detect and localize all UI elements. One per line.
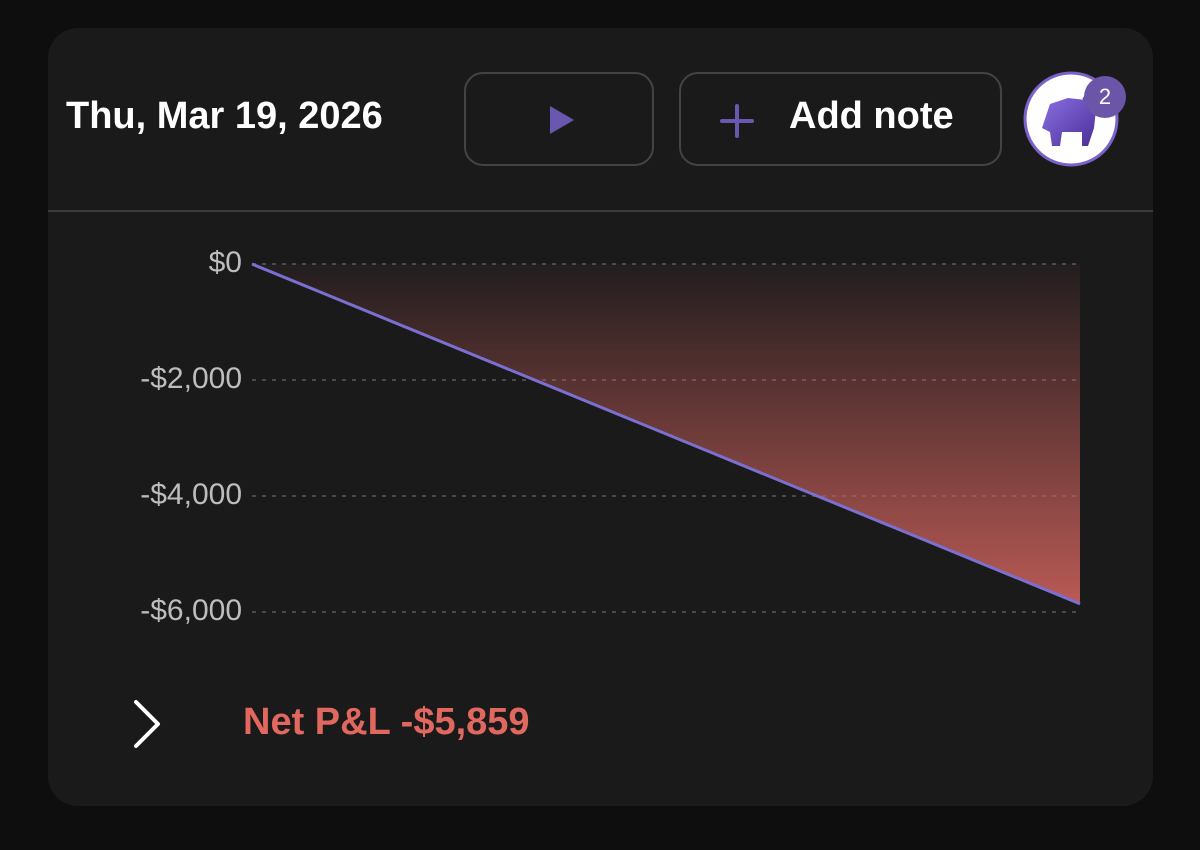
y-tick-label: -$6,000: [140, 594, 242, 627]
badge: [1084, 76, 1126, 118]
date: Thu, Mar 19, 2026: [66, 95, 383, 137]
y-tick-label: -$4,000: [140, 478, 242, 511]
net-pnl: Net P&L -$5,859: [243, 701, 530, 743]
avatar[interactable]: 2: [1023, 71, 1126, 167]
add-note-label: Add note: [789, 95, 954, 137]
y-tick-label: -$2,000: [140, 362, 242, 395]
expand-chevron[interactable]: [134, 700, 160, 748]
y-tick-label: $0: [209, 246, 242, 279]
badge-count: 2: [1099, 84, 1111, 109]
add-note-button[interactable]: Add note: [679, 72, 1002, 166]
chart: $0 -$2,000 -$4,000 -$6,000: [140, 246, 1081, 627]
line: [251, 262, 1081, 606]
play-button[interactable]: [464, 72, 654, 166]
